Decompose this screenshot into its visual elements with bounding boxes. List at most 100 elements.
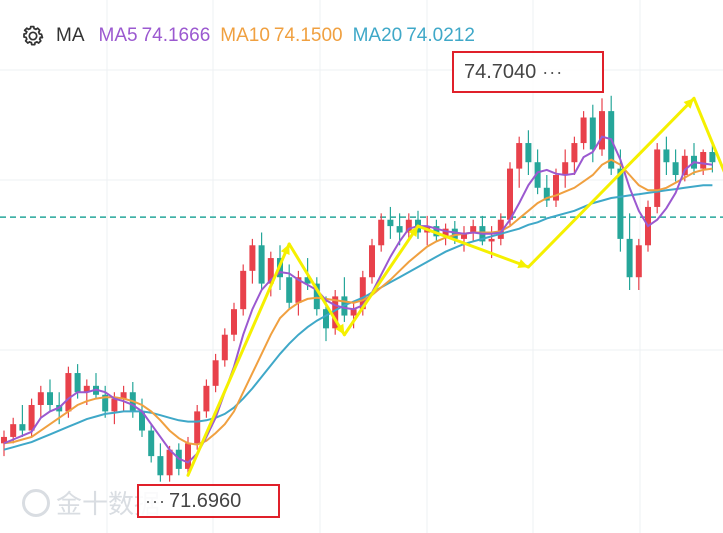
candle-body [672, 162, 679, 175]
candle-body [525, 143, 532, 163]
candle-body [369, 245, 375, 278]
candle-body [221, 334, 228, 361]
candle-body [10, 424, 17, 437]
candle-body [313, 283, 320, 310]
candle-body [497, 219, 504, 239]
ma5-line [3, 135, 713, 464]
ma5-value: 74.1666 [141, 25, 211, 46]
ma10-value: 74.1500 [273, 25, 343, 46]
candle-body [654, 149, 661, 207]
candle-body [516, 143, 523, 169]
ma5-legend: MA5 74.1666 [99, 25, 211, 47]
candle-body [240, 270, 247, 310]
candle-body [323, 309, 329, 329]
trend-arrow-head [335, 323, 345, 335]
watermark-logo-icon [22, 488, 50, 517]
candle-body [139, 411, 145, 431]
candle-body [203, 385, 210, 412]
candle-body [709, 152, 716, 163]
trend-arrow-line [342, 224, 420, 337]
candle-body [617, 168, 624, 239]
candle-body [507, 168, 513, 220]
trend-arrow-head [517, 259, 529, 268]
candle-body [102, 394, 109, 412]
more-dots-icon: ··· [542, 61, 564, 82]
ma10-line [3, 158, 713, 446]
gear-icon[interactable] [20, 23, 46, 49]
trend-arrow-line [186, 242, 291, 477]
indicator-title: MA [56, 25, 85, 46]
trend-arrow-line [287, 242, 346, 337]
candle-body [488, 238, 495, 242]
candle-body [470, 226, 477, 233]
candle-body [350, 309, 357, 316]
candles [1, 95, 716, 482]
ma20-value: 74.0212 [406, 25, 475, 46]
trend-arrow-line [416, 224, 530, 269]
candle-body [571, 143, 578, 163]
candle-body [258, 245, 265, 284]
candle-body [405, 219, 412, 233]
candle-body [65, 373, 72, 412]
more-dots-icon: ··· [145, 490, 166, 511]
candle-body [120, 392, 127, 399]
candle-body [83, 385, 90, 393]
candle-body [580, 117, 587, 144]
candle-body [157, 456, 164, 476]
candle-body [304, 277, 311, 284]
candle-body [47, 392, 53, 405]
candle-body [442, 228, 449, 237]
candle-body [635, 245, 642, 278]
low-price-label: ··· 71.6960 [137, 484, 280, 518]
candle-body [28, 405, 35, 431]
high-price-label: 74.7040 ··· [452, 51, 604, 93]
candle-body [626, 238, 633, 278]
candle-body [19, 424, 26, 431]
trend-arrow-head [280, 244, 290, 255]
candle-body [378, 219, 385, 246]
candle-body [267, 258, 274, 284]
moving-averages [3, 135, 713, 464]
low-price-value: 71.6960 [168, 489, 242, 512]
candle-body [461, 232, 467, 239]
candle-body [1, 436, 7, 444]
candle-body [249, 245, 256, 271]
candle-body [599, 111, 605, 150]
candle-body [194, 411, 201, 444]
ma5-label: MA5 [98, 25, 138, 46]
trend-arrows [186, 96, 723, 477]
candle-body [451, 228, 458, 239]
high-price-value: 74.7040 [464, 60, 537, 83]
candle-body [433, 226, 440, 237]
ma20-label: MA20 [352, 25, 403, 46]
candle-body [681, 155, 688, 175]
candle-body [286, 277, 293, 303]
candle-body [589, 117, 596, 150]
ma20-line [3, 184, 713, 451]
candle-body [396, 226, 403, 233]
candle-body [37, 392, 44, 405]
candle-body [387, 219, 394, 227]
trend-arrow-line [692, 96, 723, 173]
ma20-legend: MA20 74.0212 [353, 25, 475, 47]
candle-body [332, 296, 339, 329]
candle-body [111, 398, 118, 412]
candle-body [534, 162, 541, 188]
candle-body [74, 373, 81, 393]
candle-body [562, 162, 569, 175]
candle-body [553, 175, 559, 201]
candle-body [543, 187, 550, 201]
candle-body [166, 449, 173, 476]
candle-body [231, 309, 237, 335]
candle-body [700, 152, 707, 169]
indicator-header: MA MA5 74.1666 MA10 74.1500 MA20 74.0212 [20, 22, 475, 50]
candle-body [295, 277, 302, 303]
candle-body [148, 430, 155, 457]
candle-body [663, 149, 670, 163]
ma10-label: MA10 [220, 25, 270, 46]
trend-arrow-line [526, 96, 696, 269]
trend-arrow-head [408, 226, 418, 237]
candle-body [212, 360, 219, 386]
